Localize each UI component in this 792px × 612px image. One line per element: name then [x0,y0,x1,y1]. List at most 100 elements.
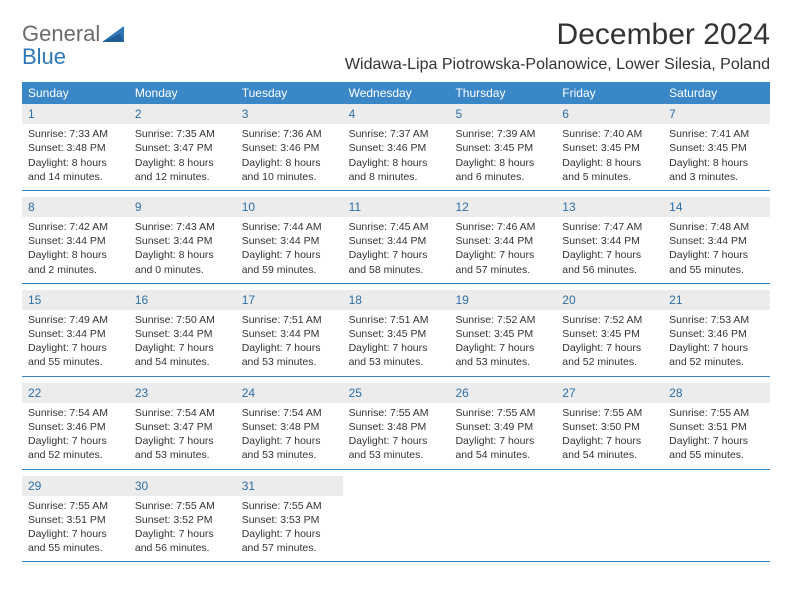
day-cell: 16Sunrise: 7:50 AMSunset: 3:44 PMDayligh… [129,290,236,376]
day-sunrise: Sunrise: 7:41 AM [669,127,764,141]
day-day2: and 6 minutes. [455,170,550,184]
day-number-bar: 24 [236,383,343,403]
day-sunrise: Sunrise: 7:45 AM [349,220,444,234]
day-day2: and 53 minutes. [242,448,337,462]
day-number-bar: 22 [22,383,129,403]
day-sunset: Sunset: 3:45 PM [669,141,764,155]
day-sunset: Sunset: 3:46 PM [669,327,764,341]
day-day1: Daylight: 8 hours [455,156,550,170]
day-sunset: Sunset: 3:52 PM [135,513,230,527]
day-day2: and 56 minutes. [562,263,657,277]
day-day1: Daylight: 7 hours [349,248,444,262]
dow-header-row: SundayMondayTuesdayWednesdayThursdayFrid… [22,82,770,104]
day-number-bar: 10 [236,197,343,217]
day-number: 9 [135,200,142,214]
day-day2: and 52 minutes. [669,355,764,369]
day-cell: 13Sunrise: 7:47 AMSunset: 3:44 PMDayligh… [556,197,663,283]
day-number: 4 [349,107,356,121]
day-day2: and 2 minutes. [28,263,123,277]
day-number-bar: 28 [663,383,770,403]
day-number: 16 [135,293,148,307]
day-sunset: Sunset: 3:45 PM [455,327,550,341]
day-number-bar: 12 [449,197,556,217]
day-cell: 23Sunrise: 7:54 AMSunset: 3:47 PMDayligh… [129,383,236,469]
day-sunset: Sunset: 3:45 PM [455,141,550,155]
day-day1: Daylight: 7 hours [28,341,123,355]
day-sunrise: Sunrise: 7:50 AM [135,313,230,327]
day-number: 3 [242,107,249,121]
day-number: 29 [28,479,41,493]
day-day2: and 57 minutes. [242,541,337,555]
day-number: 21 [669,293,682,307]
day-number-bar: 13 [556,197,663,217]
day-number-bar: 9 [129,197,236,217]
dow-header-cell: Wednesday [343,82,450,104]
day-sunrise: Sunrise: 7:43 AM [135,220,230,234]
day-sunrise: Sunrise: 7:54 AM [135,406,230,420]
day-number: 1 [28,107,35,121]
day-number: 31 [242,479,255,493]
day-cell: 14 Sunrise: 7:48 AMSunset: 3:44 PMDayligh… [663,197,770,283]
day-sunrise: Sunrise: 7:52 AM [562,313,657,327]
day-cell: 24Sunrise: 7:54 AMSunset: 3:48 PMDayligh… [236,383,343,469]
day-number: 18 [349,293,362,307]
day-sunrise: Sunrise: 7:55 AM [135,499,230,513]
day-number-bar: 21 [663,290,770,310]
day-day2: and 53 minutes. [242,355,337,369]
day-day1: Daylight: 7 hours [242,248,337,262]
day-number: 24 [242,386,255,400]
day-number-bar: 31 [236,476,343,496]
day-day1: Daylight: 7 hours [242,341,337,355]
day-sunset: Sunset: 3:44 PM [669,234,764,248]
day-sunrise: Sunrise: 7:37 AM [349,127,444,141]
day-sunrise: Sunrise: 7:40 AM [562,127,657,141]
day-number: 15 [28,293,41,307]
day-number: 28 [669,386,682,400]
day-number: 17 [242,293,255,307]
calendar: SundayMondayTuesdayWednesdayThursdayFrid… [22,82,770,562]
day-day1: Daylight: 7 hours [669,248,764,262]
day-day2: and 58 minutes. [349,263,444,277]
dow-header-cell: Saturday [663,82,770,104]
day-sunrise: Sunrise: 7:55 AM [562,406,657,420]
brand-line1: General [22,21,100,46]
day-sunset: Sunset: 3:51 PM [28,513,123,527]
day-sunrise: Sunrise: 7:55 AM [455,406,550,420]
day-sunset: Sunset: 3:44 PM [242,234,337,248]
day-day1: Daylight: 7 hours [349,341,444,355]
day-day2: and 55 minutes. [669,448,764,462]
day-day1: Daylight: 8 hours [349,156,444,170]
day-day2: and 55 minutes. [28,355,123,369]
day-number-bar: 15 [22,290,129,310]
week-row: 29 Sunrise: 7:55 AM Sunset: 3:51 PM Dayligh… [22,476,770,563]
day-day1: Daylight: 7 hours [455,434,550,448]
day-day1: Daylight: 7 hours [455,248,550,262]
day-sunset: Sunset: 3:44 PM [242,327,337,341]
day-number: 10 [242,200,255,214]
day-cell: 22Sunrise: 7:54 AMSunset: 3:46 PMDayligh… [22,383,129,469]
day-number-bar: 2 [129,104,236,124]
day-cell: 8Sunrise: 7:42 AMSunset: 3:44 PMDaylight… [22,197,129,283]
day-sunset: Sunset: 3:53 PM [242,513,337,527]
day-number: 19 [455,293,468,307]
day-cell: 19Sunrise: 7:52 AMSunset: 3:45 PMDayligh… [449,290,556,376]
day-day1: Daylight: 8 hours [242,156,337,170]
location-subtitle: Widawa-Lipa Piotrowska-Polanowice, Lower… [345,56,770,74]
day-day2: and 53 minutes. [349,448,444,462]
day-day1: Daylight: 7 hours [455,341,550,355]
day-day2: and 54 minutes. [135,355,230,369]
brand-line2: Blue [22,44,66,69]
day-number-bar: 26 [449,383,556,403]
day-cell: 12Sunrise: 7:46 AMSunset: 3:44 PMDayligh… [449,197,556,283]
dow-header-cell: Monday [129,82,236,104]
day-cell: 11Sunrise: 7:45 AMSunset: 3:44 PMDayligh… [343,197,450,283]
day-day2: and 52 minutes. [28,448,123,462]
day-cell: 31Sunrise: 7:55 AMSunset: 3:53 PMDayligh… [236,476,343,562]
day-number-bar: 30 [129,476,236,496]
day-sunrise: Sunrise: 7:48 AM [669,220,764,234]
day-number-bar: 6 [556,104,663,124]
day-cell: 2Sunrise: 7:35 AMSunset: 3:47 PMDaylight… [129,104,236,190]
day-day1: Daylight: 7 hours [135,527,230,541]
day-number-bar: 14 [663,197,770,217]
day-number-bar: 17 [236,290,343,310]
